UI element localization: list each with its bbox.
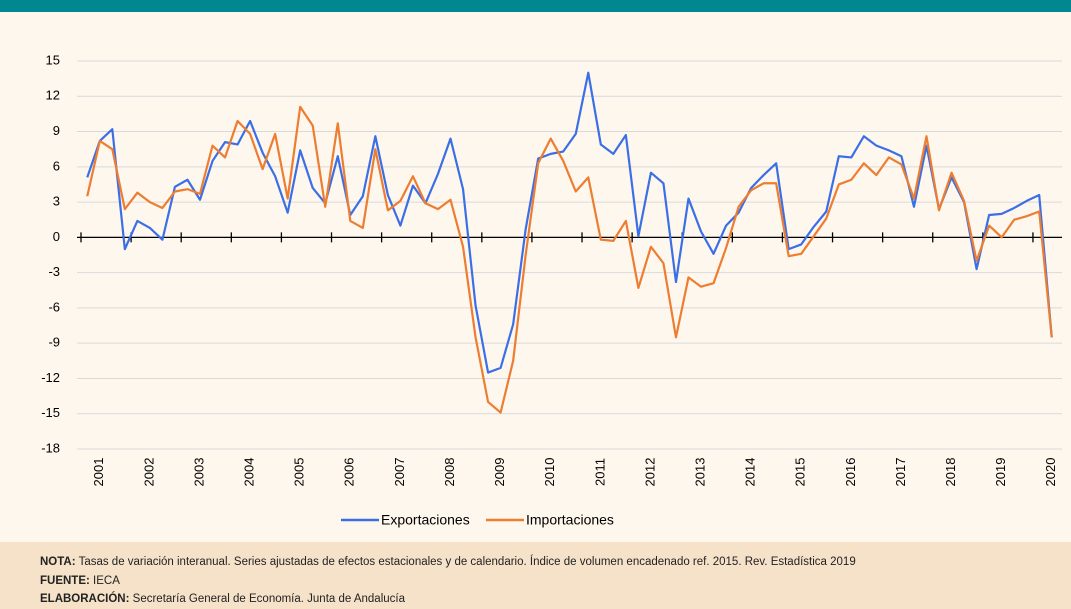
x-tick-label: 2004 bbox=[242, 458, 257, 487]
x-tick-label: 2016 bbox=[843, 458, 858, 487]
header-bar bbox=[0, 0, 1071, 12]
note-text: Tasas de variación interanual. Series aj… bbox=[78, 556, 856, 568]
note-text: IECA bbox=[93, 574, 120, 587]
x-tick-label: 2011 bbox=[592, 458, 607, 486]
note-label: NOTA: bbox=[40, 556, 76, 568]
y-tick-label: -12 bbox=[41, 370, 60, 385]
x-tick-label: 2005 bbox=[292, 458, 307, 487]
y-tick-label: 3 bbox=[53, 194, 60, 209]
y-tick-label: -18 bbox=[41, 440, 60, 455]
y-tick-label: 15 bbox=[46, 52, 60, 67]
line-series bbox=[86, 105, 1053, 414]
y-tick-label: -3 bbox=[48, 264, 60, 279]
x-tick-label: 2018 bbox=[943, 458, 958, 487]
legend-label: Importaciones bbox=[526, 512, 614, 528]
line-series bbox=[86, 71, 1053, 374]
x-tick-label: 2002 bbox=[141, 458, 156, 487]
note-label: FUENTE: bbox=[40, 574, 90, 587]
notes: NOTA: Tasas de variación interanual. Ser… bbox=[0, 542, 1071, 609]
y-tick-label: -6 bbox=[48, 299, 60, 314]
x-tick-label: 2014 bbox=[743, 458, 758, 487]
legend-label: Exportaciones bbox=[381, 512, 470, 528]
note-label: ELABORACIÓN: bbox=[40, 593, 130, 605]
x-tick-label: 2013 bbox=[692, 458, 707, 487]
y-tick-label: 9 bbox=[53, 123, 60, 138]
note-line: NOTA: Tasas de variación interanual. Ser… bbox=[40, 553, 1071, 572]
x-tick-label: 2017 bbox=[893, 458, 908, 487]
note-line: FUENTE: IECA bbox=[40, 572, 1071, 591]
note-line: ELABORACIÓN: Secretaría General de Econo… bbox=[40, 590, 1071, 609]
x-tick-label: 2020 bbox=[1043, 458, 1058, 487]
x-tick-label: 2012 bbox=[642, 458, 657, 487]
x-tick-label: 2003 bbox=[191, 458, 206, 487]
x-tick-label: 2001 bbox=[91, 458, 106, 487]
chart: 15 12 9 6 3 0 -3 -6 -9 -12 -15 -18 2001 2002 2003 2004 2… bbox=[41, 52, 1062, 528]
x-tick-label: 2009 bbox=[492, 458, 507, 487]
x-tick-label: 2010 bbox=[542, 458, 557, 487]
y-tick-label: 6 bbox=[53, 158, 60, 173]
y-tick-label: 0 bbox=[53, 229, 60, 244]
note-text: Secretaría General de Economía. Junta de… bbox=[132, 593, 405, 605]
x-tick-label: 2006 bbox=[342, 458, 357, 487]
x-tick-label: 2007 bbox=[392, 458, 407, 487]
x-tick-label: 2019 bbox=[993, 458, 1008, 487]
x-tick-label: 2008 bbox=[442, 458, 457, 487]
y-tick-label: -9 bbox=[48, 335, 60, 350]
y-tick-label: 12 bbox=[46, 88, 60, 103]
x-tick-label: 2015 bbox=[793, 458, 808, 487]
y-tick-label: -15 bbox=[41, 405, 60, 420]
